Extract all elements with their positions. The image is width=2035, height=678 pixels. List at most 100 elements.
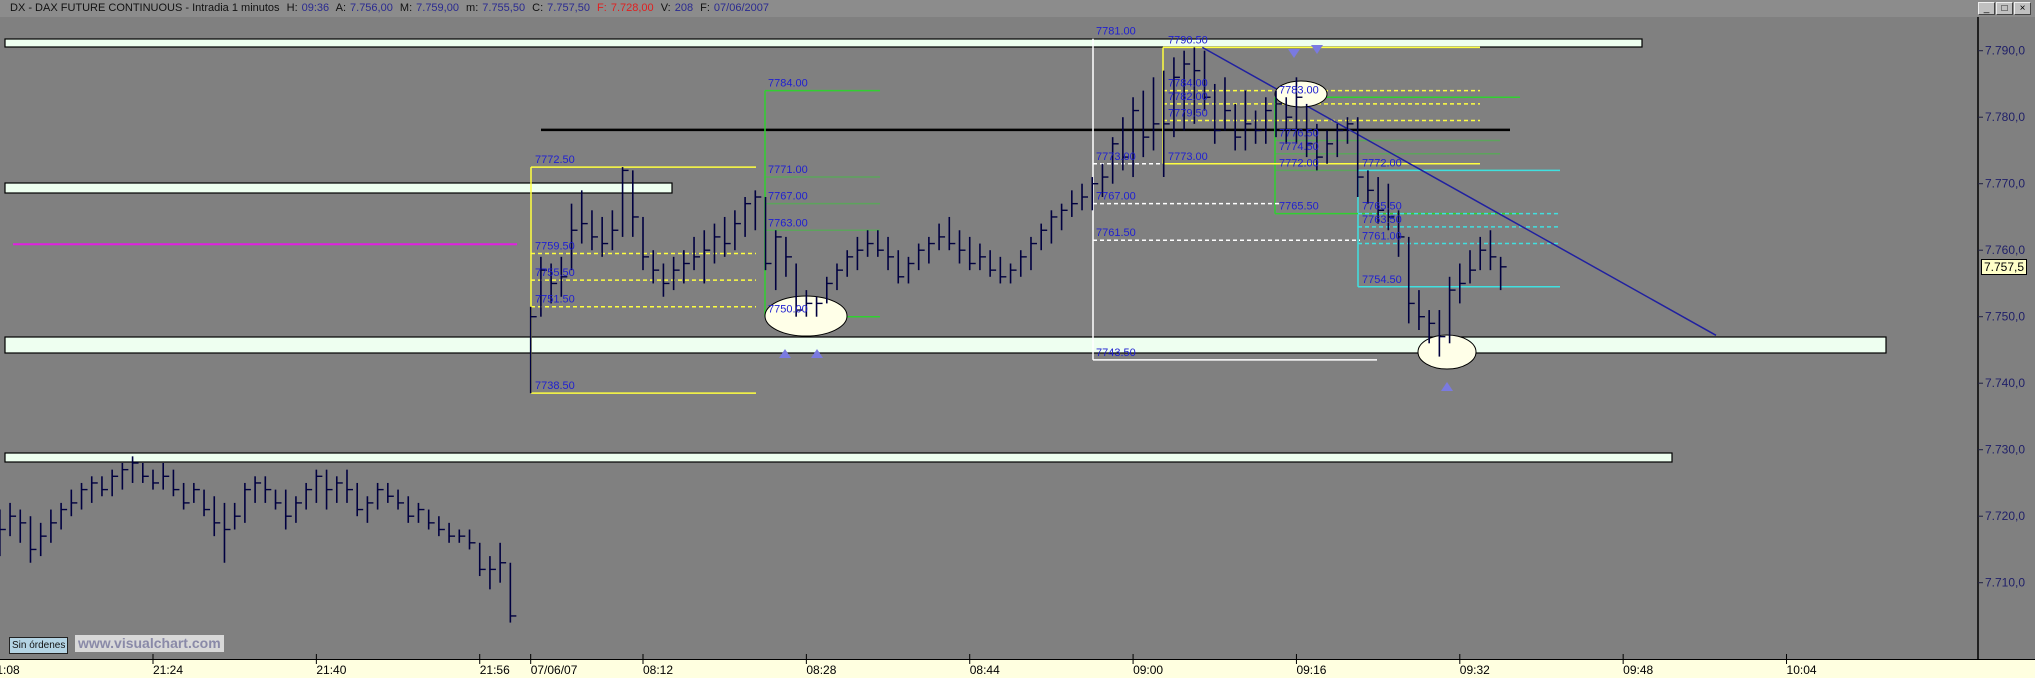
ohlc-bar (754, 190, 762, 231)
ohlc-bar (448, 522, 456, 543)
level-label: 7765.50 (1279, 201, 1319, 213)
ohlc-bar (509, 562, 517, 623)
ohlc-bar (591, 210, 598, 251)
ohlc-bar (499, 542, 507, 583)
volume-value: 208 (674, 2, 694, 14)
ohlc-bar (683, 250, 690, 284)
ohlc-bar (101, 476, 108, 497)
ohlc-bar (1499, 256, 1507, 291)
ohlc-bar (356, 482, 364, 517)
ohlc-bar (80, 482, 88, 510)
price-tick-label: 7.730,0 (1985, 443, 2025, 457)
ohlc-bar (1122, 117, 1129, 171)
date-label: F: (700, 2, 710, 14)
ohlc-bar (1479, 236, 1487, 271)
ohlc-bar (1019, 250, 1027, 277)
ohlc-bar (264, 476, 272, 503)
ohlc-bar (703, 230, 711, 284)
maximize-button[interactable]: □ (1996, 2, 2013, 15)
price-tick-label: 7.790,0 (1985, 44, 2025, 58)
ohlc-bar (295, 496, 302, 523)
ohlc-bar (1101, 163, 1109, 197)
ohlc-bar (815, 296, 823, 317)
ohlc-bar (1152, 77, 1160, 151)
ohlc-bar (325, 469, 333, 510)
ohlc-bar (1469, 250, 1477, 284)
price-tick-label: 7.740,0 (1985, 376, 2025, 390)
ohlc-bar (29, 516, 37, 563)
ohlc-bar (50, 509, 57, 543)
ohlc-bar (529, 306, 537, 394)
highlight-ellipse (1417, 334, 1477, 370)
ohlc-bar (672, 256, 680, 291)
level-label: 7773.00 (1096, 151, 1136, 163)
title-bar: DX - DAX FUTURE CONTINUOUS - Intradia 1 … (0, 0, 2035, 17)
ohlc-bar (213, 496, 221, 537)
level-label: 7750.00 (768, 304, 808, 316)
zone-band (4, 336, 1887, 354)
level-label: 7763.00 (768, 217, 808, 229)
level-label: 7784.00 (1168, 78, 1208, 90)
ohlc-bar (652, 250, 660, 284)
time-tick-label: 09:16 (1296, 663, 1326, 677)
ohlc-bar (1448, 276, 1456, 344)
level-label: 7776.50 (1279, 127, 1319, 139)
window-controls: _ □ × (1978, 2, 2031, 15)
orders-button[interactable]: Sin órdenes (9, 637, 69, 654)
level-label: 7754.50 (1362, 274, 1402, 286)
ohlc-bar (540, 256, 547, 317)
ohlc-bar (1244, 90, 1252, 151)
price-tick-label: 7.770,0 (1985, 177, 2025, 191)
ohlc-bar (887, 236, 895, 271)
ohlc-bar (193, 482, 200, 503)
ohlc-bar (111, 469, 119, 497)
ohlc-bar (774, 230, 782, 291)
ohlc-bar (407, 496, 415, 523)
ohlc-bar (917, 243, 925, 271)
time-tick-label: 09:48 (1623, 663, 1653, 677)
ohlc-bar (233, 502, 241, 530)
ohlc-bar (979, 243, 986, 271)
level-label: 7781.00 (1096, 26, 1136, 38)
ohlc-bar (1183, 50, 1191, 131)
ohlc-bar (468, 529, 476, 550)
time-tick-label: 10:04 (1787, 663, 1817, 677)
date-value: 07/06/2007 (713, 2, 769, 14)
ohlc-bar (203, 489, 211, 517)
ohlc-bar (1162, 70, 1170, 178)
ohlc-bar (223, 502, 231, 563)
ohlc-bar (1234, 103, 1242, 151)
ohlc-bar (162, 463, 170, 490)
price-tick-label: 7.780,0 (1985, 110, 2025, 124)
ohlc-bar (254, 476, 262, 503)
level-label: 7765.50 (1362, 201, 1402, 213)
ohlc-bar (1387, 183, 1395, 231)
minimize-button[interactable]: _ (1978, 2, 1995, 15)
ohlc-bar (601, 216, 609, 257)
time-tick-label: 08:28 (806, 663, 836, 677)
level-label: 7751.50 (535, 294, 575, 306)
ohlc-bar (713, 223, 721, 264)
ohlc-bar (1326, 130, 1334, 164)
ohlc-bar (785, 236, 792, 277)
arrow-up-icon (1441, 382, 1453, 391)
hour-value: 09:36 (301, 2, 330, 14)
ohlc-bar (1091, 177, 1099, 211)
time-tick-label: 08:44 (970, 663, 1000, 677)
price-tick-label: 7.750,0 (1985, 310, 2025, 324)
ohlc-bar (1111, 137, 1119, 184)
price-tick-label: 7.710,0 (1985, 576, 2025, 590)
ohlc-bar (1295, 77, 1303, 144)
arrow-up-icon (811, 349, 823, 358)
time-tick-label: 21:40 (316, 663, 346, 677)
ohlc-bar (284, 489, 292, 530)
ohlc-bar (346, 469, 353, 503)
close-button[interactable]: × (2014, 2, 2031, 15)
ohlc-bar (805, 290, 813, 317)
level-label: 7783.00 (1279, 84, 1319, 96)
close-value: 7.757,50 (547, 2, 590, 14)
watermark: www.visualchart.com (75, 635, 224, 652)
ohlc-bar (1489, 230, 1497, 271)
ohlc-bar (335, 476, 343, 503)
